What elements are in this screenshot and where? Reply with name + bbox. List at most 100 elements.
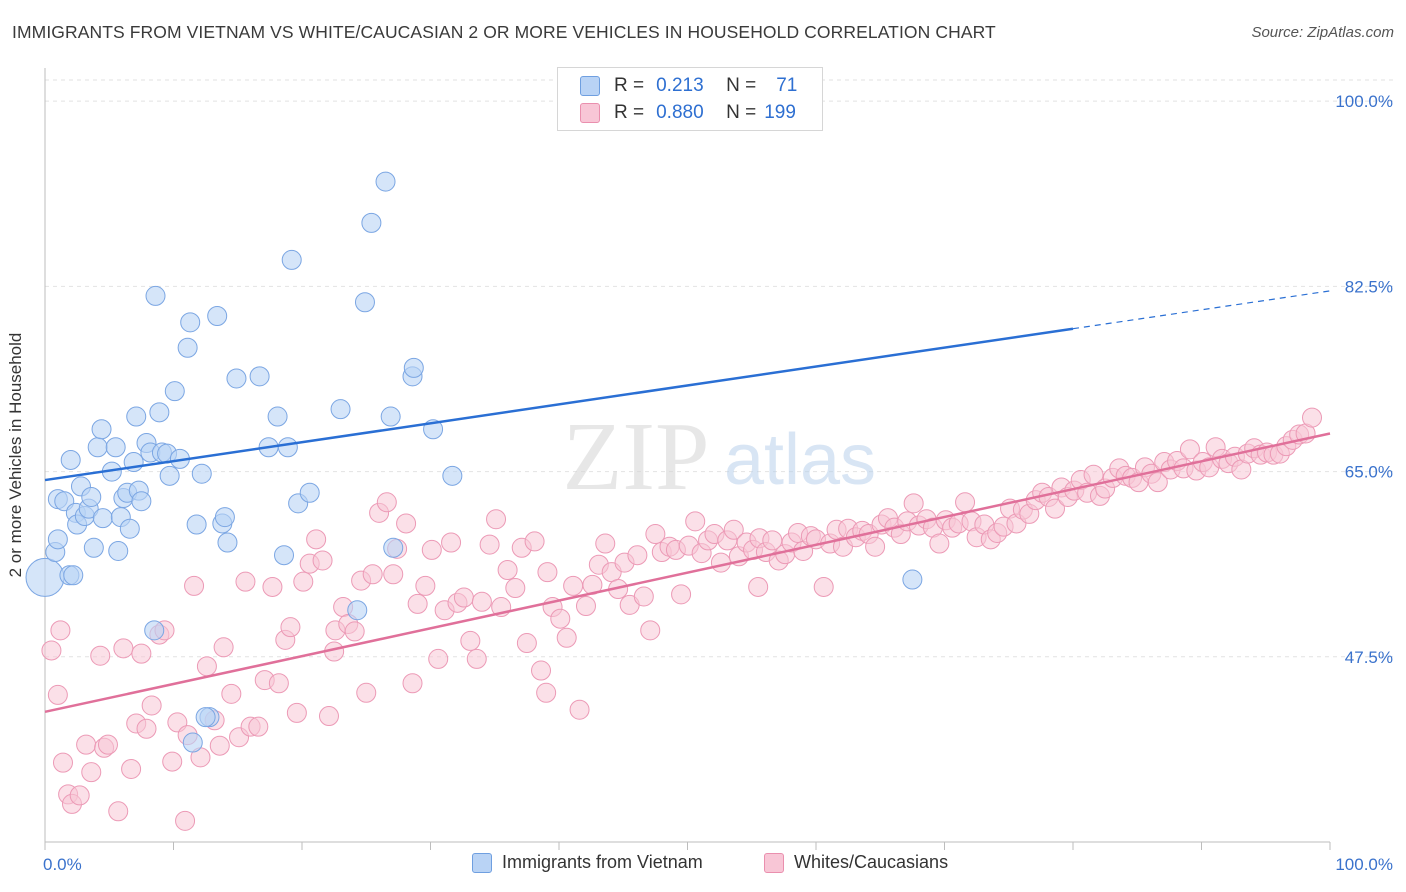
legend-swatch-whites <box>580 103 600 123</box>
data-point-vietnam <box>214 507 235 528</box>
data-point-vietnam <box>281 249 302 270</box>
data-point-vietnam <box>226 368 247 389</box>
data-point-whites <box>645 524 666 545</box>
data-point-whites <box>286 702 307 723</box>
data-point-vietnam <box>191 463 212 484</box>
data-point-whites <box>556 627 577 648</box>
data-point-whites <box>235 571 256 592</box>
data-point-whites <box>479 534 500 555</box>
data-point-whites <box>376 492 397 513</box>
data-point-vietnam <box>195 707 216 728</box>
data-point-vietnam <box>25 557 65 597</box>
data-point-whites <box>344 621 365 642</box>
data-point-vietnam <box>144 620 165 641</box>
whites-points <box>41 407 1323 831</box>
data-point-vietnam <box>383 537 404 558</box>
data-point-vietnam <box>149 402 170 423</box>
data-point-vietnam <box>375 171 396 192</box>
data-point-whites <box>47 684 68 705</box>
data-point-vietnam <box>87 437 108 458</box>
legend-r-label: R = <box>614 75 645 96</box>
data-point-whites <box>903 493 924 514</box>
bottom-legend-swatch-whites <box>764 852 784 873</box>
data-point-whites <box>108 801 129 822</box>
data-point-whites <box>640 620 661 641</box>
data-point-vietnam <box>131 491 152 512</box>
data-point-whites <box>671 584 692 605</box>
data-point-whites <box>460 630 481 651</box>
data-point-whites <box>865 536 886 557</box>
data-point-vietnam <box>92 508 113 529</box>
data-point-vietnam <box>207 306 228 327</box>
data-point-vietnam <box>267 406 288 427</box>
y-tick-label: 100.0% <box>1335 92 1393 111</box>
bottom-legend-vietnam: Immigrants from Vietnam <box>472 852 703 873</box>
data-point-vietnam <box>249 366 270 387</box>
y-tick-label: 47.5% <box>1345 648 1393 667</box>
data-point-whites <box>383 564 404 585</box>
data-point-whites <box>537 562 558 583</box>
data-point-whites <box>441 532 462 553</box>
bottom-legend-label-vietnam: Immigrants from Vietnam <box>502 852 703 872</box>
data-point-whites <box>415 575 436 596</box>
data-point-whites <box>402 673 423 694</box>
data-point-whites <box>213 637 234 658</box>
data-point-whites <box>396 513 417 534</box>
source-label: Source: ZipAtlas.com <box>1251 24 1394 41</box>
legend-row-vietnam: R = 0.213 N = 71 <box>580 73 797 99</box>
legend-n-label: N = <box>726 102 757 123</box>
data-point-whites <box>748 576 769 597</box>
data-point-whites <box>453 587 474 608</box>
data-point-whites <box>113 638 134 659</box>
data-point-vietnam <box>63 565 84 586</box>
data-point-whites <box>563 575 584 596</box>
data-point-whites <box>569 699 590 720</box>
data-point-vietnam <box>83 537 104 558</box>
data-point-vietnam <box>380 406 401 427</box>
data-point-whites <box>175 810 196 831</box>
legend-r-value: 0.213 <box>656 75 704 96</box>
vietnam-points <box>25 171 923 753</box>
data-point-whites <box>723 519 744 540</box>
data-point-vietnam <box>330 399 351 420</box>
data-point-vietnam <box>361 212 382 233</box>
y-axis-label: 2 or more Vehicles in Household <box>6 332 25 578</box>
data-point-whites <box>1147 472 1168 493</box>
data-point-whites <box>421 539 442 560</box>
data-point-whites <box>280 617 301 638</box>
data-point-vietnam <box>274 545 295 566</box>
y-tick-label: 65.0% <box>1345 463 1393 482</box>
data-point-whites <box>536 682 557 703</box>
data-point-whites <box>550 608 571 629</box>
data-point-whites <box>762 530 783 551</box>
data-point-vietnam <box>159 465 180 486</box>
data-point-whites <box>196 656 217 677</box>
trend-lines <box>44 290 1331 714</box>
data-point-whites <box>121 758 142 779</box>
data-point-vietnam <box>105 437 126 458</box>
data-point-whites <box>162 751 183 772</box>
data-point-vietnam <box>442 465 463 486</box>
data-point-whites <box>955 492 976 513</box>
data-point-whites <box>929 533 950 554</box>
data-point-whites <box>505 578 526 598</box>
data-point-vietnam <box>145 285 166 306</box>
data-point-vietnam <box>403 357 424 378</box>
data-point-vietnam <box>277 437 298 458</box>
data-point-whites <box>633 586 654 607</box>
data-point-vietnam <box>60 449 81 470</box>
data-point-whites <box>318 706 339 727</box>
data-point-vietnam <box>119 518 140 539</box>
data-point-whites <box>516 633 537 654</box>
data-point-whites <box>362 564 383 585</box>
data-point-whites <box>312 550 333 571</box>
data-point-vietnam <box>217 532 238 553</box>
data-point-whites <box>356 682 377 703</box>
data-point-vietnam <box>108 540 129 561</box>
x-tick-label: 100.0% <box>1335 855 1393 874</box>
data-point-whites <box>136 718 157 739</box>
watermark-zip: ZIP <box>563 403 710 511</box>
data-point-vietnam <box>299 482 320 503</box>
correlation-legend: R = 0.213 N = 71 R = 0.880 N = 199 <box>557 67 823 131</box>
